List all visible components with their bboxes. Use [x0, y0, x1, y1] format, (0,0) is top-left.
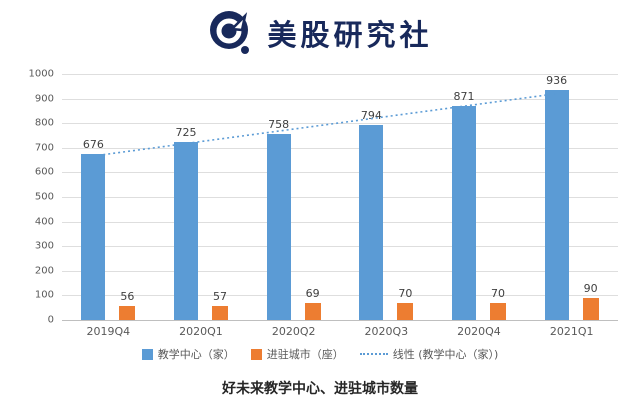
- y-tick-label: 1000: [28, 68, 54, 80]
- bars: 676 56 725 57 758 69 794 70 871 70 936 90: [62, 74, 618, 320]
- y-tick-label: 500: [34, 191, 54, 203]
- gridline: [62, 172, 618, 174]
- gridlines: [62, 74, 618, 321]
- bar-teaching-centers: [174, 141, 198, 320]
- x-tick-label: 2021Q1: [549, 325, 594, 338]
- legend: 教学中心（家） 进驻城市（座） 线性 (教学中心（家）): [0, 346, 640, 362]
- bar-cities: [582, 297, 599, 320]
- y-tick-label: 200: [34, 265, 54, 277]
- legend-item-cities: 进驻城市（座）: [250, 346, 344, 362]
- y-tick-label: 900: [34, 93, 54, 105]
- bar-value-label: 70: [491, 286, 505, 300]
- gridline: [62, 123, 618, 125]
- legend-swatch-orange: [250, 348, 262, 360]
- bar-value-label: 676: [82, 137, 104, 151]
- bar-cities: [119, 306, 136, 320]
- x-tick-label: 2020Q3: [364, 325, 409, 338]
- x-tick-label: 2020Q2: [271, 325, 316, 338]
- legend-label-trendline: 线性 (教学中心（家）): [392, 348, 499, 361]
- plot-area: 676 56 725 57 758 69 794 70 871 70 936 90: [62, 74, 618, 321]
- bar-teaching-centers: [544, 89, 569, 320]
- bar-value-label: 871: [453, 89, 475, 103]
- bar-value-label: 57: [213, 289, 227, 303]
- x-axis-labels: 2019Q4 2020Q1 2020Q2 2020Q3 2020Q4 2021Q1: [62, 325, 618, 339]
- bar-cities: [304, 303, 321, 320]
- bar-cities: [212, 305, 228, 320]
- bar-teaching-centers: [81, 153, 106, 320]
- brand-header: 美股研究社: [0, 6, 640, 60]
- y-tick-label: 400: [34, 216, 54, 228]
- bar-teaching-centers: [266, 133, 291, 320]
- trendline: [93, 92, 557, 157]
- x-tick-label: 2019Q4: [86, 325, 131, 338]
- bar-value-label: 69: [305, 287, 320, 301]
- gridline: [62, 147, 618, 149]
- y-tick-label: 300: [34, 240, 54, 252]
- gridline: [62, 320, 618, 321]
- legend-item-teaching-centers: 教学中心（家）: [141, 346, 235, 362]
- y-tick-label: 0: [47, 314, 54, 326]
- bar-value-label: 90: [583, 281, 598, 295]
- chart-caption: 好未来教学中心、进驻城市数量: [222, 381, 418, 397]
- gridline: [62, 221, 618, 223]
- legend-swatch-blue: [141, 348, 153, 360]
- gridline: [62, 74, 618, 75]
- bar-cities: [397, 302, 414, 320]
- y-tick-label: 100: [34, 289, 54, 301]
- brand-name: 美股研究社: [267, 18, 433, 52]
- legend-trendline-sample-icon: [359, 353, 388, 355]
- bar-value-label: 758: [268, 117, 290, 131]
- gridline: [62, 295, 618, 297]
- y-tick-label: 600: [34, 166, 54, 178]
- y-tick-label: 700: [34, 142, 54, 154]
- gridline: [62, 197, 618, 198]
- bar-cities: [490, 302, 506, 320]
- y-axis-labels: 0 100 200 300 400 500 600 700 800 900 1000: [8, 69, 54, 326]
- gridline: [62, 270, 618, 272]
- y-tick-label: 800: [34, 117, 54, 129]
- bar-value-label: 725: [175, 125, 197, 139]
- x-tick-label: 2020Q1: [179, 325, 223, 338]
- gridline: [62, 98, 618, 100]
- legend-label-cities: 进驻城市（座）: [266, 348, 344, 361]
- bar-value-label: 56: [120, 290, 135, 304]
- bar-teaching-centers: [452, 105, 476, 320]
- gridline: [62, 246, 618, 248]
- bar-value-label: 936: [546, 73, 568, 87]
- brand-logo-icon: [207, 9, 255, 57]
- x-tick-label: 2020Q4: [457, 325, 501, 338]
- legend-label-teaching-centers: 教学中心（家）: [157, 348, 235, 361]
- legend-item-trendline: 线性 (教学中心（家）): [359, 346, 499, 362]
- bar-value-label: 70: [398, 286, 413, 300]
- bar-teaching-centers: [359, 124, 384, 320]
